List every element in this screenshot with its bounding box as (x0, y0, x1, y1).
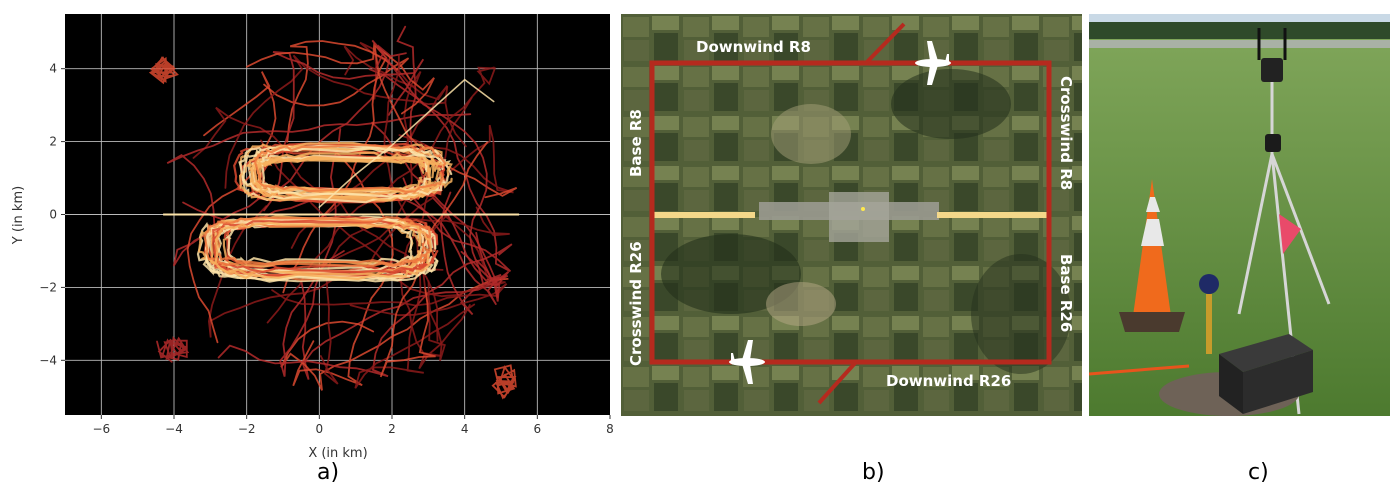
ground-sensor-photo (1089, 14, 1390, 416)
trajectory-path (217, 243, 513, 378)
x-tick-label: 6 (534, 422, 542, 436)
airplane-icon-north (915, 41, 951, 85)
entry-leg-north (864, 22, 906, 65)
x-tick-label: 0 (316, 422, 324, 436)
airplane-icon-south (729, 340, 765, 384)
trajectory-path (371, 39, 501, 302)
power-cable (1089, 364, 1190, 376)
y-tick-label: 2 (49, 135, 57, 149)
trajectory-path (166, 113, 472, 227)
label-crosswind-r8: Crosswind R8 (1057, 76, 1075, 190)
airport-apron (829, 192, 889, 242)
y-tick-label: 4 (49, 62, 57, 76)
trajectory-plot-svg: −6 −4 −2 0 2 4 6 8 −4 −2 0 2 4 X (in km) Y (in km) (11, 14, 614, 461)
trajectory-path (271, 282, 508, 317)
x-tick-label: −4 (165, 422, 183, 436)
trajectory-path (318, 78, 495, 208)
y-tick-label: 0 (49, 208, 57, 222)
trajectory-path (254, 143, 447, 194)
trajectory-path (256, 156, 453, 194)
x-tick-label: −2 (238, 422, 256, 436)
airport-marker (861, 207, 865, 211)
label-downwind-r26: Downwind R26 (886, 372, 1011, 390)
trajectory-path (319, 206, 510, 385)
y-tick-label: −2 (39, 280, 57, 294)
trajectory-layer (148, 25, 520, 400)
x-tick-label: 2 (388, 422, 396, 436)
y-axis-label: Y (in km) (11, 186, 26, 245)
caption-b: b) (862, 460, 885, 485)
traffic-pattern-rectangle (649, 60, 1052, 365)
trajectory-path (263, 40, 410, 143)
label-downwind-r8: Downwind R8 (696, 38, 811, 56)
label-base-r26: Base R26 (1057, 254, 1075, 332)
satellite-map-svg: Downwind R8 Downwind R26 Base R8 Crosswi… (621, 14, 1082, 416)
warning-flag-icon (1279, 214, 1301, 254)
x-tick-label: −6 (92, 422, 110, 436)
x-tick-label: 4 (461, 422, 469, 436)
trajectory-path (354, 214, 476, 389)
caption-c: c) (1248, 460, 1269, 485)
y-tick-label: −4 (39, 353, 57, 367)
airport-satellite-map: Downwind R8 Downwind R26 Base R8 Crosswi… (621, 14, 1082, 416)
trajectory-plot: −6 −4 −2 0 2 4 6 8 −4 −2 0 2 4 X (in km) Y (in km) (0, 0, 620, 470)
trajectory-path (371, 121, 502, 316)
caption-a: a) (317, 460, 340, 485)
x-tick-label: 8 (606, 422, 614, 436)
trajectory-path (289, 45, 422, 279)
trajectory-path (379, 141, 488, 378)
trajectory-path (148, 56, 179, 85)
trajectory-path (366, 124, 514, 271)
beacon-light-icon (1199, 274, 1219, 354)
trajectory-path (224, 54, 467, 189)
trajectory-path (203, 215, 433, 268)
traffic-cone-icon (1119, 179, 1185, 332)
control-box-icon (1219, 334, 1313, 414)
tree-line (1089, 22, 1390, 42)
label-crosswind-r26: Crosswind R26 (627, 241, 645, 366)
tick-layer: −6 −4 −2 0 2 4 6 8 −4 −2 0 2 4 (39, 62, 614, 436)
ground-sensor-photo-svg (1089, 14, 1390, 416)
sensor-device-icon (1257, 28, 1287, 152)
taxiway-strip (1089, 40, 1390, 48)
trajectory-path (282, 44, 435, 294)
trajectory-path (156, 336, 190, 363)
x-axis-label: X (in km) (308, 446, 367, 461)
label-base-r8: Base R8 (627, 109, 645, 177)
trajectory-path (491, 364, 517, 400)
entry-leg-south (817, 360, 858, 405)
trajectory-path (214, 221, 433, 281)
